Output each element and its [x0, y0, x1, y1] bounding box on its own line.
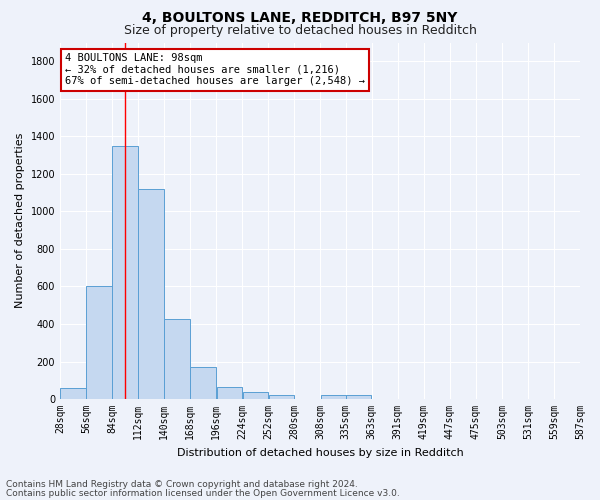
Bar — [242, 392, 268, 399]
Bar — [139, 189, 164, 399]
Bar — [321, 396, 346, 399]
Y-axis label: Number of detached properties: Number of detached properties — [15, 133, 25, 308]
Bar — [164, 320, 190, 399]
Text: Size of property relative to detached houses in Redditch: Size of property relative to detached ho… — [124, 24, 476, 37]
Bar — [346, 396, 371, 399]
Bar — [190, 367, 216, 399]
Text: 4 BOULTONS LANE: 98sqm
← 32% of detached houses are smaller (1,216)
67% of semi-: 4 BOULTONS LANE: 98sqm ← 32% of detached… — [65, 53, 365, 86]
Bar — [86, 286, 112, 399]
Bar — [60, 388, 86, 399]
Text: Contains public sector information licensed under the Open Government Licence v3: Contains public sector information licen… — [6, 488, 400, 498]
Text: 4, BOULTONS LANE, REDDITCH, B97 5NY: 4, BOULTONS LANE, REDDITCH, B97 5NY — [142, 11, 458, 25]
Text: Contains HM Land Registry data © Crown copyright and database right 2024.: Contains HM Land Registry data © Crown c… — [6, 480, 358, 489]
Bar — [269, 396, 294, 399]
Bar — [217, 387, 242, 399]
X-axis label: Distribution of detached houses by size in Redditch: Distribution of detached houses by size … — [176, 448, 463, 458]
Bar — [112, 146, 138, 399]
